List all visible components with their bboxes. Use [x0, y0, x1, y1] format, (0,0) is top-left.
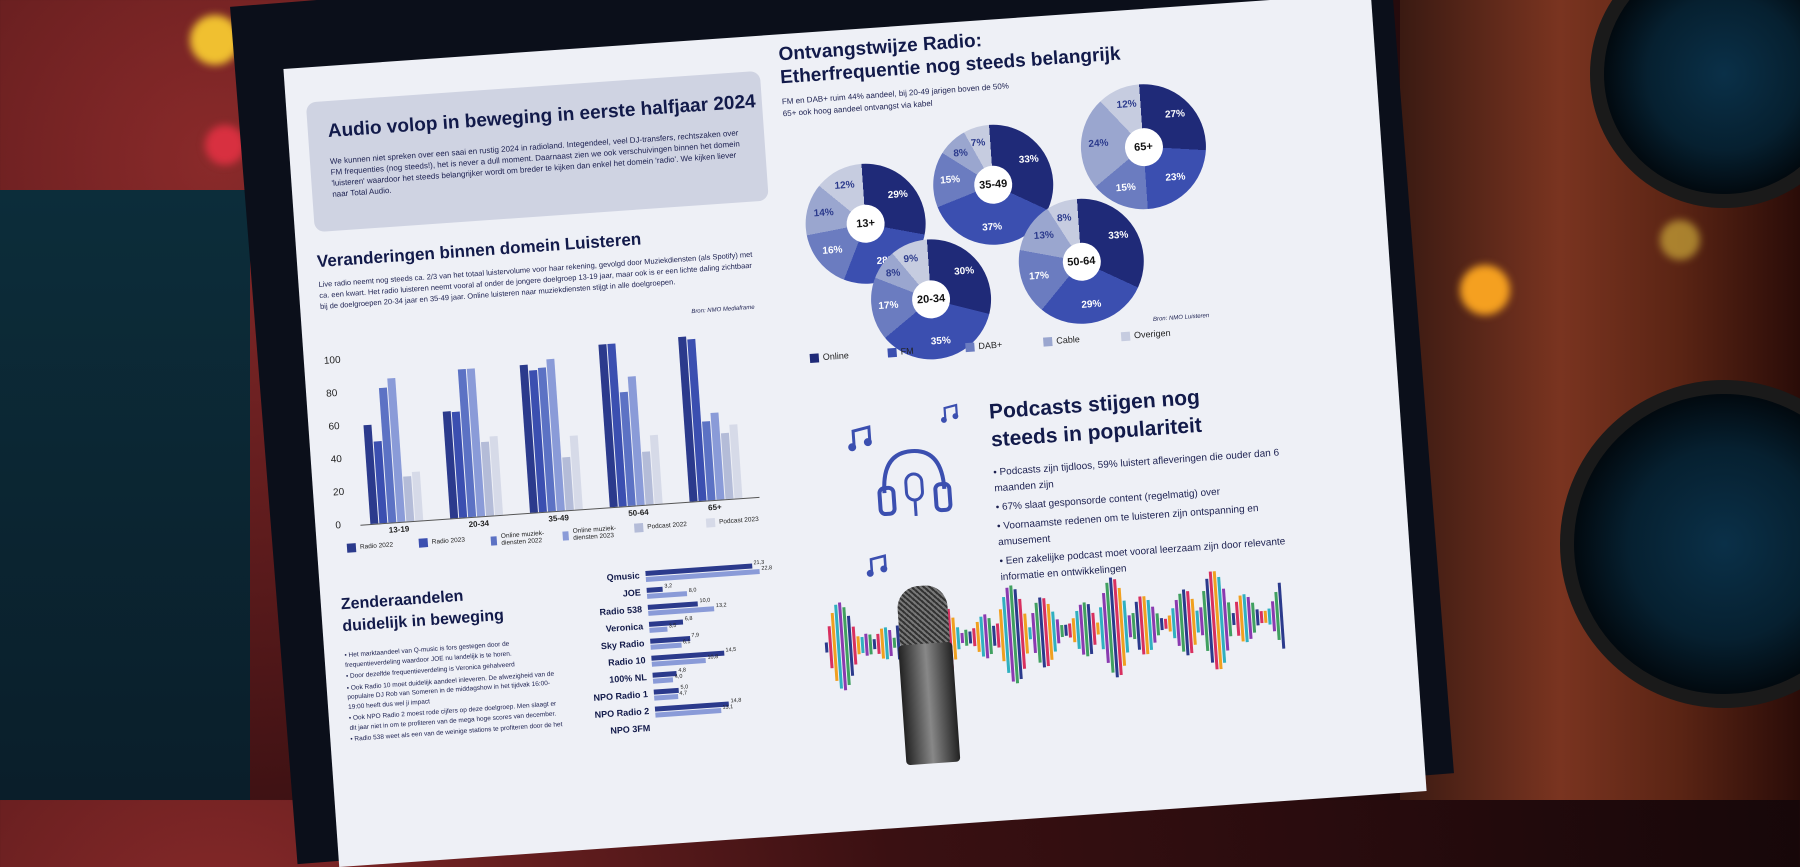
station-bar [652, 677, 674, 684]
legend-item: Online muziek-diensten 2022 [490, 529, 561, 548]
station-label: 100% NL [608, 672, 648, 685]
station-label: NPO Radio 1 [593, 689, 649, 703]
legend-item: Cable [1042, 334, 1080, 347]
x-tick-label: 20-34 [468, 518, 490, 530]
pie-center-label: 13+ [845, 203, 886, 245]
pie-slice-label: 16% [822, 244, 843, 258]
station-value: 6,8 [684, 615, 693, 623]
station-bar [654, 694, 678, 701]
bokeh-light [1460, 265, 1510, 315]
legend-item: Podcast 2022 [633, 519, 704, 533]
music-note-icon [940, 403, 959, 423]
pie-chart: 65+ 27% 23% 15% 24% 12% [1076, 79, 1211, 214]
station-value: 3,5 [668, 622, 677, 630]
pie-slice-label: 12% [1116, 98, 1137, 111]
listening-bar-chart: 0 20 40 60 80 100 13-19 20-34 35-49 50-64 65+ Radio… [323, 316, 788, 577]
pie-slice-label: 17% [1028, 270, 1050, 283]
pie-slice-label: 33% [1018, 153, 1040, 166]
pie-center-label: 65+ [1123, 126, 1164, 167]
pie-slice-label: 15% [939, 174, 961, 187]
zender-bullets: • Het marktaandeel van Q-music is fors g… [344, 636, 565, 746]
station-value: 3,2 [664, 583, 673, 590]
bokeh-light [1660, 220, 1700, 260]
pie-slice-label: 29% [1081, 298, 1102, 311]
station-value: 13,2 [715, 602, 727, 610]
bokeh-light [205, 125, 245, 165]
y-tick-label: 0 [335, 520, 342, 532]
pie-slice-label: 30% [953, 264, 975, 278]
infographic-board: Audio volop in beweging in eerste halfja… [283, 0, 1427, 867]
pie-slice-label: 29% [887, 188, 909, 201]
station-value: 14,5 [725, 646, 737, 654]
background-left-screen [0, 190, 250, 800]
station-bar [649, 626, 668, 633]
station-value: 8,0 [688, 587, 697, 594]
station-bar [652, 671, 677, 678]
pie-slice-label: 27% [1164, 107, 1186, 121]
station-value: 10,0 [699, 597, 711, 605]
pie-slice-label: 12% [834, 179, 855, 192]
pie-slice-label: 9% [903, 253, 919, 266]
station-value: 22,8 [761, 565, 773, 572]
pie-slice-label: 14% [813, 206, 835, 219]
y-tick-label: 100 [323, 354, 341, 367]
legend-item: DAB+ [965, 340, 1003, 353]
pie-slice-label: 37% [981, 221, 1003, 234]
pie-slice-label: 8% [1056, 212, 1072, 225]
y-tick-label: 80 [325, 388, 338, 400]
station-label: JOE [622, 587, 642, 599]
pie-slice-label: 8% [953, 147, 969, 160]
pie-slice-label: 13% [1033, 229, 1055, 242]
music-note-icon [866, 554, 888, 577]
music-note-icon [848, 425, 872, 452]
pie-slice-label: 8% [885, 267, 901, 280]
station-label: Radio 10 [607, 655, 646, 668]
station-value: 6,1 [682, 638, 691, 646]
station-value: 10,8 [707, 654, 719, 661]
x-tick-label: 13-19 [388, 524, 410, 535]
station-value: 4,0 [674, 673, 683, 681]
station-label: NPO Radio 2 [594, 706, 650, 720]
y-tick-label: 40 [330, 453, 343, 466]
station-label: Radio 538 [599, 604, 643, 618]
station-bar [650, 642, 682, 650]
station-value: 4,7 [679, 690, 688, 697]
pie-slice-label: 15% [1115, 181, 1137, 194]
legend-item: Radio 2022 [346, 539, 417, 553]
pie-center-label: 35-49 [972, 164, 1014, 206]
listening-source: Bron: NMO Mediaframe [691, 304, 755, 316]
y-tick-label: 60 [328, 420, 341, 433]
station-value: 13,1 [722, 704, 734, 711]
pie-slice-label: 23% [1165, 171, 1186, 184]
station-label: Veronica [605, 621, 644, 634]
station-label: Sky Radio [600, 638, 645, 652]
pie-center-label: 50-64 [1061, 241, 1102, 282]
legend-item: Online [809, 350, 849, 363]
pie-slice-label: 7% [970, 137, 986, 150]
y-tick-label: 20 [332, 486, 345, 499]
station-value: 7,9 [691, 632, 700, 639]
x-tick-label: 35-49 [548, 513, 570, 524]
station-share-chart: Qmusic 21,3 22,8 JOE 3,2 8,0 Radio 538 10,0 13,2… [569, 560, 801, 755]
legend-item: FM [887, 346, 914, 358]
station-label: Qmusic [606, 570, 640, 583]
pie-slice-label: 33% [1107, 229, 1129, 242]
legend-item: Podcast 2023 [705, 514, 776, 528]
headphones-icon [877, 449, 953, 517]
x-tick-label: 65+ [707, 502, 722, 513]
legend-item: Online muziek-diensten 2023 [562, 524, 633, 543]
legend-item: Overigen [1120, 328, 1171, 341]
pie-slice-label: 24% [1088, 137, 1109, 150]
pie-slice-label: 17% [878, 299, 899, 313]
pie-center-label: 20-34 [910, 279, 952, 320]
microphone-image [886, 583, 970, 787]
station-label: NPO 3FM [610, 723, 651, 736]
x-tick-label: 50-64 [627, 507, 650, 519]
legend-item: Radio 2023 [418, 534, 489, 548]
